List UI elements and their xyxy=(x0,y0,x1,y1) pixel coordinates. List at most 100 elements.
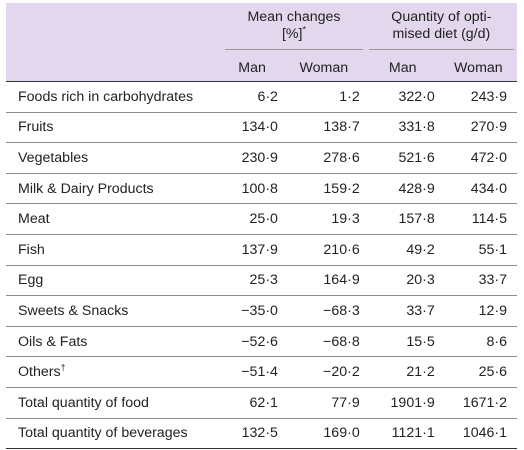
mean-change-woman-cell: −68·3 xyxy=(281,295,366,327)
mean-change-man-cell: 134·0 xyxy=(222,112,282,144)
mean-change-woman-cell: 164·9 xyxy=(281,265,366,297)
table-row: Total quantity of beverages 132·5 169·0 112… xyxy=(6,418,517,450)
quantity-man-cell: 20·3 xyxy=(365,265,440,297)
subhead-woman-quantity: Woman xyxy=(439,55,517,82)
mean-change-man-cell: 132·5 xyxy=(222,418,282,450)
mean-change-woman-cell: 169·0 xyxy=(281,418,366,450)
quantity-man-cell: 521·6 xyxy=(365,142,440,174)
mean-change-man-cell: 100·8 xyxy=(222,173,282,205)
quantity-line1: Quantity of opti- xyxy=(391,8,492,25)
quantity-woman-cell: 12·9 xyxy=(439,295,517,327)
table-row: Oils & Fats −52·6 −68·8 15·5 8·6 xyxy=(6,326,517,358)
quantity-woman-cell: 243·9 xyxy=(439,81,517,113)
quantity-woman-cell: 114·5 xyxy=(439,203,517,235)
mean-change-man-cell: 137·9 xyxy=(222,234,282,266)
quantity-man-cell: 157·8 xyxy=(365,203,440,235)
table-row: Others† −51·4 −20·2 21·2 25·6 xyxy=(6,356,517,388)
quantity-label: Quantity of opti- mised diet (g/d) xyxy=(368,8,514,50)
quantity-woman-cell: 25·6 xyxy=(439,356,517,388)
food-group-label: Milk & Dairy Products xyxy=(18,180,154,197)
food-group-cell: Total quantity of beverages xyxy=(6,418,223,450)
header-group-row: Mean changes [%]* Quantity of opti- mise… xyxy=(6,3,517,55)
mean-change-woman-cell: −68·8 xyxy=(281,326,366,358)
mean-change-man-cell: 6·2 xyxy=(222,81,282,113)
diet-table-container: Mean changes [%]* Quantity of opti- mise… xyxy=(6,3,517,450)
mean-change-man-cell: −51·4 xyxy=(222,356,282,388)
diet-table: Mean changes [%]* Quantity of opti- mise… xyxy=(6,3,517,450)
quantity-man-cell: 49·2 xyxy=(365,234,440,266)
mean-change-woman-cell: 1·2 xyxy=(281,81,366,113)
quantity-man-cell: 21·2 xyxy=(365,356,440,388)
food-group-label: Vegetables xyxy=(18,149,89,166)
subhead-man-quantity: Man xyxy=(365,55,440,82)
quantity-woman-cell: 8·6 xyxy=(439,326,517,358)
mean-change-man-cell: 25·3 xyxy=(222,265,282,297)
quantity-woman-cell: 33·7 xyxy=(439,265,517,297)
mean-change-man-cell: 25·0 xyxy=(222,203,282,235)
mean-change-woman-cell: 77·9 xyxy=(281,387,366,419)
quantity-man-cell: 1901·9 xyxy=(365,387,440,419)
header-mean-changes: Mean changes [%]* xyxy=(222,3,366,55)
food-group-cell: Total quantity of food xyxy=(6,387,223,419)
food-group-label: Egg xyxy=(18,272,44,289)
mean-change-man-cell: −35·0 xyxy=(222,295,282,327)
mean-change-woman-cell: 19·3 xyxy=(281,203,366,235)
quantity-woman-cell: 1671·2 xyxy=(439,387,517,419)
mean-change-man-cell: −52·6 xyxy=(222,326,282,358)
table-row: Foods rich in carbohydrates 6·2 1·2 322·0 24… xyxy=(6,81,517,113)
quantity-line2: mised diet (g/d) xyxy=(392,25,491,42)
food-group-cell: Oils & Fats xyxy=(6,326,223,358)
table-row: Fruits 134·0 138·7 331·8 270·9 xyxy=(6,112,517,144)
table-row: Meat 25·0 19·3 157·8 114·5 xyxy=(6,203,517,235)
table-body: Foods rich in carbohydrates 6·2 1·2 322·0 24… xyxy=(6,81,517,450)
table-row: Egg 25·3 164·9 20·3 33·7 xyxy=(6,265,517,297)
food-group-cell: Fruits xyxy=(6,112,223,144)
quantity-woman-cell: 55·1 xyxy=(439,234,517,266)
table-row: Vegetables 230·9 278·6 521·6 472·0 xyxy=(6,142,517,174)
quantity-man-cell: 15·5 xyxy=(365,326,440,358)
table-row: Fish 137·9 210·6 49·2 55·1 xyxy=(6,234,517,266)
mean-change-woman-cell: 210·6 xyxy=(281,234,366,266)
subhead-man-mean: Man xyxy=(222,55,282,82)
mean-change-woman-cell: 138·7 xyxy=(281,112,366,144)
mean-changes-line2: [%] xyxy=(281,25,303,42)
table-header: Mean changes [%]* Quantity of opti- mise… xyxy=(6,3,517,82)
quantity-man-cell: 428·9 xyxy=(365,173,440,205)
quantity-woman-cell: 434·0 xyxy=(439,173,517,205)
header-blank-sub xyxy=(6,55,223,82)
quantity-man-cell: 331·8 xyxy=(365,112,440,144)
table-row: Milk & Dairy Products 100·8 159·2 428·9 434·… xyxy=(6,173,517,205)
mean-change-woman-cell: 278·6 xyxy=(281,142,366,174)
food-group-label: Fruits xyxy=(18,119,54,136)
food-group-label: Meat xyxy=(18,211,50,228)
mean-changes-line1: Mean changes xyxy=(247,8,341,25)
food-group-label: Fish xyxy=(18,241,45,258)
food-group-cell: Milk & Dairy Products xyxy=(6,173,223,205)
quantity-man-cell: 33·7 xyxy=(365,295,440,327)
food-group-cell: Sweets & Snacks xyxy=(6,295,223,327)
mean-changes-footnote-mark: * xyxy=(302,23,306,34)
footnote-mark: † xyxy=(60,362,66,373)
mean-change-man-cell: 230·9 xyxy=(222,142,282,174)
header-quantity: Quantity of opti- mised diet (g/d) xyxy=(365,3,517,55)
quantity-woman-cell: 270·9 xyxy=(439,112,517,144)
food-group-label: Foods rich in carbohydrates xyxy=(18,88,194,105)
food-group-cell: Foods rich in carbohydrates xyxy=(6,81,223,113)
mean-change-woman-cell: 159·2 xyxy=(281,173,366,205)
food-group-label: Sweets & Snacks xyxy=(18,302,129,319)
quantity-woman-cell: 1046·1 xyxy=(439,418,517,450)
header-blank-cell xyxy=(6,3,223,55)
food-group-cell: Egg xyxy=(6,265,223,297)
food-group-label: Oils & Fats xyxy=(18,333,88,350)
quantity-man-cell: 322·0 xyxy=(365,81,440,113)
food-group-cell: Fish xyxy=(6,234,223,266)
food-group-label: Total quantity of food xyxy=(18,394,149,411)
header-sub-row: Man Woman Man Woman xyxy=(6,55,517,82)
table-row: Total quantity of food 62·1 77·9 1901·9 1671… xyxy=(6,387,517,419)
food-group-cell: Vegetables xyxy=(6,142,223,174)
table-row: Sweets & Snacks −35·0 −68·3 33·7 12·9 xyxy=(6,295,517,327)
subhead-woman-mean: Woman xyxy=(281,55,366,82)
food-group-cell: Others† xyxy=(6,356,223,388)
quantity-man-cell: 1121·1 xyxy=(365,418,440,450)
mean-changes-label: Mean changes [%]* xyxy=(225,8,363,50)
